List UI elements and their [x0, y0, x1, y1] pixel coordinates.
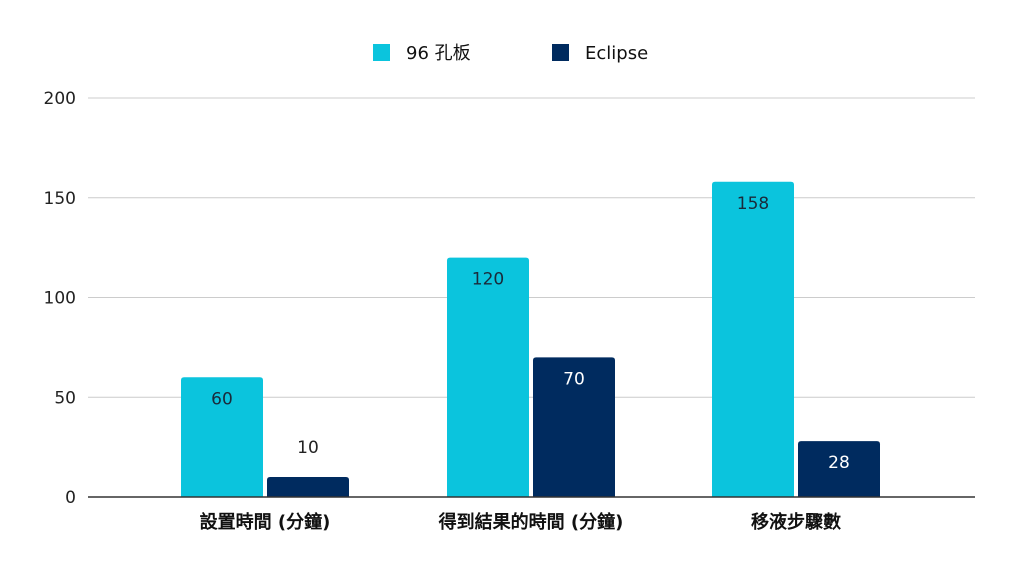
data-label: 70: [563, 369, 585, 389]
data-label: 10: [297, 438, 319, 458]
data-label: 120: [472, 270, 504, 290]
x-tick-label: 設置時間 (分鐘): [200, 511, 331, 533]
data-label: 60: [211, 389, 233, 409]
legend-swatch: [373, 44, 390, 61]
bar-eclipse-2: [798, 441, 880, 497]
bars: [181, 181, 880, 498]
y-tick-label: 0: [65, 488, 76, 508]
y-tick-label: 200: [44, 89, 76, 109]
data-labels: 60 120 158 10 70 28: [211, 194, 850, 473]
legend-label: Eclipse: [585, 43, 648, 64]
x-tick-label: 得到結果的時間 (分鐘): [438, 511, 624, 533]
legend: 96 孔板 Eclipse: [373, 43, 648, 64]
gridlines: [88, 97, 975, 398]
bar-plate-1: [447, 257, 529, 497]
x-axis: 設置時間 (分鐘) 得到結果的時間 (分鐘) 移液步驟數: [88, 496, 975, 533]
bar-plate-2: [712, 181, 794, 498]
bar-eclipse-1: [533, 357, 615, 497]
x-tick-label: 移液步驟數: [751, 511, 841, 533]
bar-plate-0: [181, 377, 263, 497]
bar-eclipse-0: [267, 477, 349, 497]
data-label: 28: [828, 453, 850, 473]
legend-label: 96 孔板: [406, 43, 471, 64]
y-tick-label: 50: [54, 388, 76, 408]
y-tick-label: 100: [44, 289, 76, 309]
legend-swatch: [552, 44, 569, 61]
y-axis-ticks: 0 50 100 150 200: [44, 89, 76, 508]
data-label: 158: [737, 194, 769, 214]
y-tick-label: 150: [44, 189, 76, 209]
